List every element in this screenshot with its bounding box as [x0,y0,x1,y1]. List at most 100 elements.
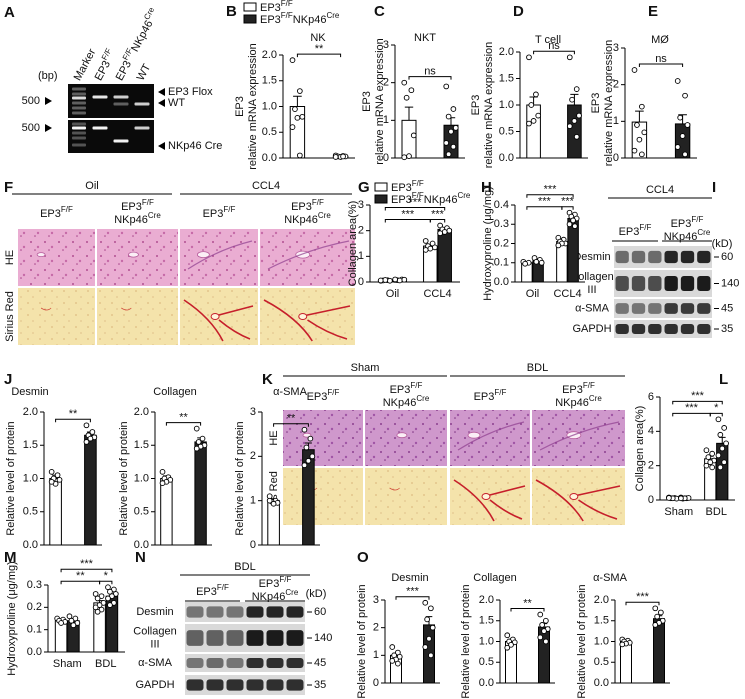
y-tick-label: 3 [250,406,256,418]
label-part: EP3 [307,391,328,403]
y-tick-label: 3 [383,39,389,51]
data-point [636,136,643,143]
blot-band [631,275,646,292]
genotype-label: EP3F/F [260,0,293,14]
gel-band [72,106,86,110]
data-point [94,595,101,602]
marker-label: 60 [721,251,733,263]
data-point [432,244,438,251]
y-tick-label: 2 [613,79,619,91]
data-point [159,480,166,487]
data-point [619,641,626,648]
data-point [448,128,454,135]
micrograph [260,288,355,345]
superscript: F/F [281,0,293,8]
data-point [571,118,578,124]
blot-band [266,606,284,618]
significance-label: *** [80,558,94,570]
size-label: 500 [22,95,40,107]
blot-band [664,275,678,292]
label-part: EP3 [121,201,142,213]
data-point [522,260,528,267]
row-label: HE [4,250,16,265]
chart-title: T cell [535,34,561,46]
label-part: EP3 [671,218,692,230]
protein-label: Collagen [133,625,176,637]
superscript: F/F [412,179,424,188]
significance-label: ns [424,66,436,78]
label-part: EP3 [619,226,640,238]
data-point [538,259,545,266]
significance-label: *** [431,208,445,220]
data-point [392,276,398,283]
data-point [422,644,429,650]
data-point [719,445,726,452]
data-point [504,644,511,651]
genotype-label: EP3F/FNKp46Cre [391,191,471,206]
data-point [159,469,166,475]
label-part: EP3 [93,59,113,83]
fibrosis [539,421,620,451]
data-point [709,464,716,471]
blot-band [697,250,711,264]
data-point [382,277,389,283]
blot-band [206,606,224,618]
data-point [296,88,303,94]
y-axis-label: Relative level of protein [118,421,130,535]
vessel [396,432,408,439]
y-axis-label: relative mRNA expression [483,42,495,169]
y-axis-label: EP3 [590,93,602,114]
data-point [631,67,638,73]
blot-band [266,657,284,669]
y-tick-label: 1 [250,495,256,507]
significance-label: *** [691,390,705,402]
y-tick-label: 0.1 [27,624,42,636]
gel-band [72,92,86,96]
protein-label: III [587,284,596,296]
gel-band [72,122,86,126]
superscript: Cre [148,211,161,220]
chart-title: α-SMA [593,572,628,584]
label-part: EP3 [259,578,280,590]
vessel [569,493,579,500]
superscript: Cre [697,228,710,237]
data-point [674,144,681,150]
genotype-label: EP3F/FNKp46Cre [111,5,162,82]
chart-title: MØ [651,34,669,46]
y-tick-label: 1 [613,115,619,127]
label-part: EP3 [391,182,412,194]
y-tick-label: 2.0 [134,406,149,418]
micrograph [365,468,447,525]
bar [49,478,62,546]
y-tick-label: 0.3 [27,579,42,591]
label-part: EP3 [260,2,281,14]
y-axis-label: Collagen area(%) [347,201,359,287]
genotype-label: EP3F/F [203,205,236,220]
blot-band [186,606,204,618]
data-point [83,439,90,445]
group-label: CCL4 [646,184,674,196]
significance-bracket [561,206,574,210]
data-point [566,123,573,130]
micrograph [180,229,258,286]
bar [437,228,452,283]
blot-band [186,657,204,669]
superscript: F/F [494,388,506,397]
data-point [508,641,514,648]
blot-band [286,630,304,646]
data-point [555,242,562,249]
unit-label: (kD) [712,238,733,250]
data-point [566,54,573,61]
data-point [504,632,511,639]
protein-label: Desmin [136,606,173,618]
blot-band [246,679,264,691]
row-label: Sirius Red [4,291,16,342]
marker-label: 45 [721,302,733,314]
blot-band [697,303,711,314]
blot-band [286,606,304,618]
y-tick-label: 2.0 [479,594,494,606]
blot-band [186,679,204,691]
